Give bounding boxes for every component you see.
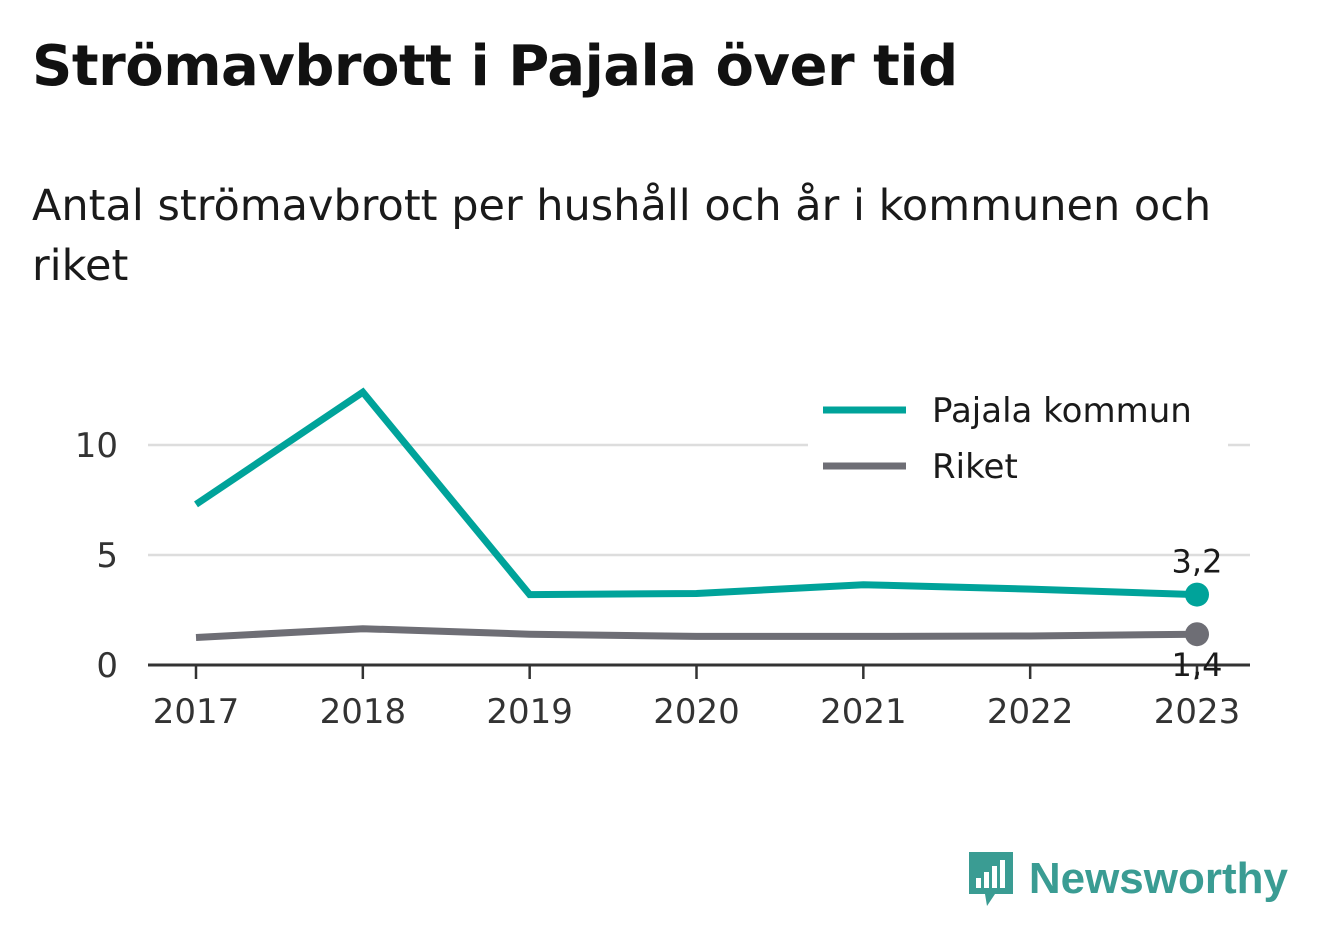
x-tick-label: 2018	[320, 692, 407, 732]
brand-logo: Newsworthy	[965, 848, 1288, 910]
brand-name: Newsworthy	[1028, 854, 1288, 903]
end-point-riket	[1185, 622, 1209, 647]
x-tick-label: 2019	[486, 692, 573, 732]
y-tick-label: 10	[75, 426, 118, 466]
chart-subtitle: Antal strömavbrott per hushåll och år i …	[32, 181, 1212, 291]
x-tick-label: 2023	[1154, 692, 1241, 732]
end-labels: 3,2 1,4	[1172, 543, 1223, 685]
legend: Pajala kommun Riket	[808, 382, 1228, 490]
y-tick-label: 5	[96, 536, 118, 576]
x-tick-label: 2022	[987, 692, 1074, 732]
x-tick-label: 2017	[153, 692, 240, 732]
series-line-riket	[195, 625, 1198, 641]
y-tick-label: 0	[96, 646, 118, 686]
chart-title: Strömavbrott i Pajala över tid	[32, 34, 958, 99]
end-label-riket: 1,4	[1172, 646, 1223, 684]
x-tick-label: 2021	[820, 692, 907, 732]
legend-label-pajala-kommun: Pajala kommun	[932, 391, 1192, 431]
legend-label-riket: Riket	[932, 447, 1018, 487]
x-tick-label: 2020	[653, 692, 740, 732]
legend-background	[808, 382, 1228, 490]
series-line-pajala-kommun	[194, 387, 1198, 599]
end-point-pajala-kommun	[1185, 582, 1209, 607]
end-label-pajala-kommun: 3,2	[1172, 543, 1223, 581]
bar-chart-bubble-icon	[968, 852, 1013, 906]
series-lines	[194, 387, 1209, 647]
axes: 0 5 10 2017 2018 2019 2020 2021 2022 2023	[75, 426, 1250, 732]
